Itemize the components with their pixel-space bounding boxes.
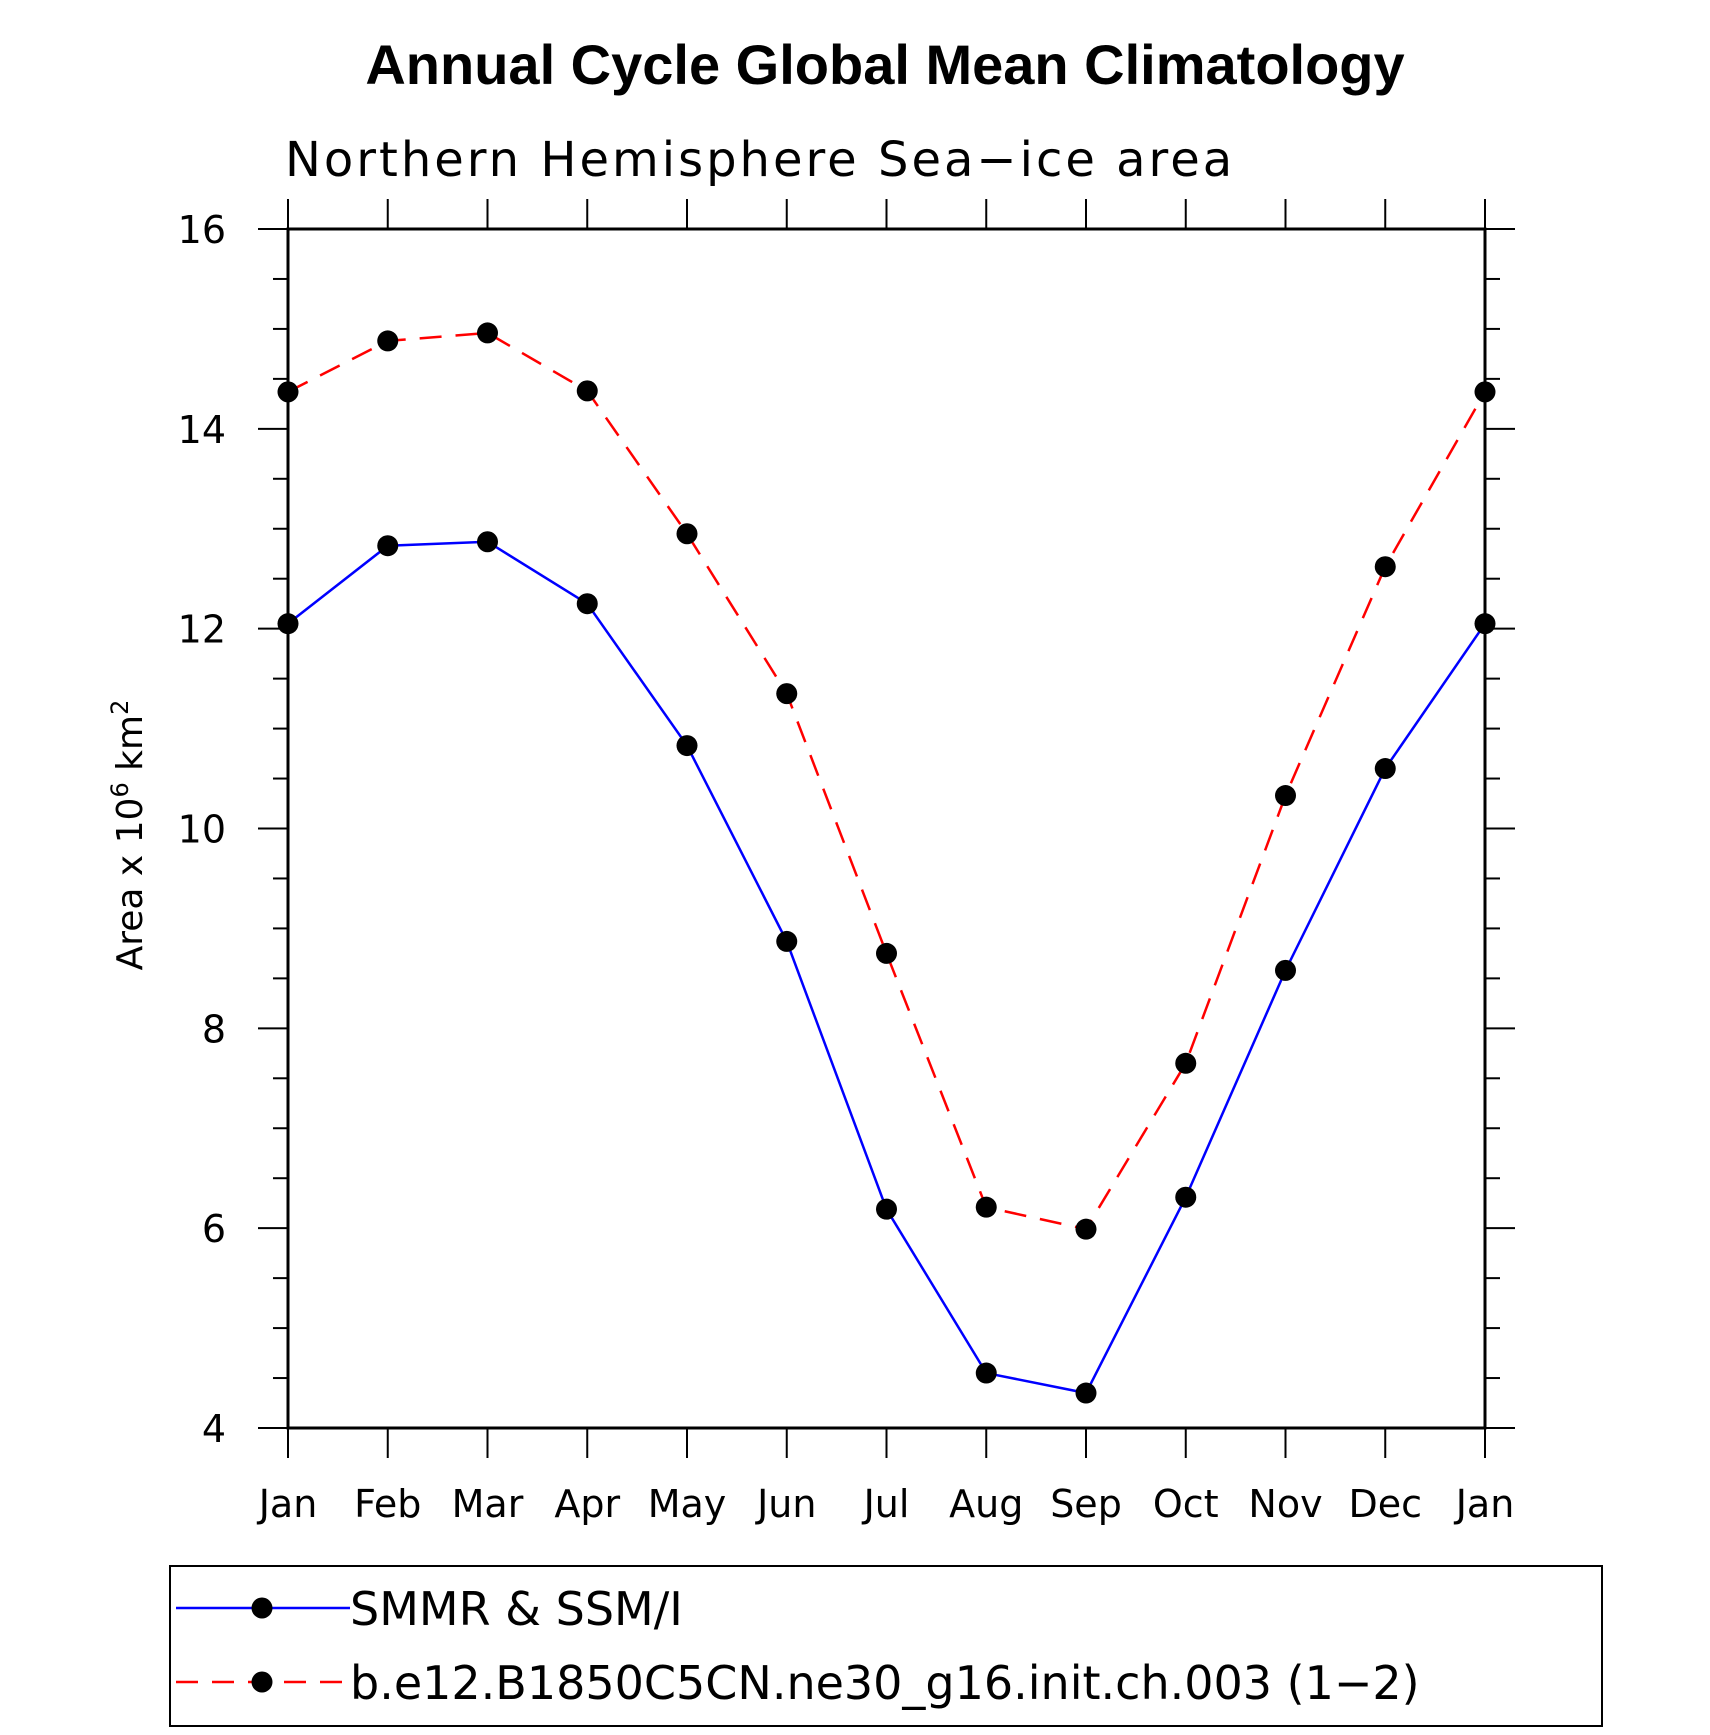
data-point-s1 (477, 531, 498, 553)
chart-subtitle: Northern Hemisphere Sea−ice area (285, 132, 1235, 188)
svg-text:Area x 106 km2: Area x 106 km2 (106, 700, 151, 971)
series-line-1 (287, 540, 1487, 1395)
legend-label-1: SMMR & SSM/I (350, 1582, 683, 1636)
legend-box (169, 1565, 1603, 1727)
data-point-s1 (1075, 1382, 1097, 1404)
x-tick-label: May (648, 1482, 727, 1526)
x-tick-label: Jan (257, 1482, 318, 1526)
y-tick-label: 4 (202, 1407, 226, 1451)
x-tick-label: Feb (354, 1482, 421, 1526)
x-tick-label: Aug (949, 1482, 1023, 1526)
data-point-s2 (776, 683, 798, 705)
data-point-s2 (676, 523, 698, 545)
data-point-s1 (576, 593, 598, 615)
x-tick-label: Mar (452, 1482, 524, 1526)
legend-marker-1 (251, 1597, 273, 1619)
y-tick-label: 14 (178, 408, 226, 452)
data-point-s1 (1374, 758, 1396, 780)
y-tick-label: 16 (178, 208, 226, 252)
data-point-s2 (477, 322, 498, 344)
data-point-s1 (776, 930, 798, 952)
plot-frame (286, 227, 1487, 1430)
axes: 4 6 8 10 12 14 16 Jan Feb Mar Apr May Jun Jul Aug Sep Oc… (178, 199, 1515, 1526)
x-tick-label: Jul (862, 1482, 910, 1526)
y-axis-label-unit: km (110, 715, 151, 771)
data-point-s1 (277, 613, 299, 635)
data-point-s2 (975, 1196, 997, 1218)
x-tick-label: Apr (554, 1482, 620, 1526)
data-point-s1 (876, 1198, 897, 1220)
y-tick-label: 6 (202, 1207, 226, 1251)
x-tick-label: Jan (1454, 1482, 1515, 1526)
y-tick-label: 10 (178, 808, 226, 852)
legend: SMMR & SSM/I b.e12.B1850C5CN.ne30_g16.ini… (169, 1565, 1603, 1727)
data-point-s2 (1374, 556, 1396, 578)
data-point-s2 (277, 381, 299, 403)
y-axis-label-unit-exponent: 2 (106, 700, 134, 715)
data-point-s1 (1175, 1186, 1197, 1208)
data-point-s1 (1275, 959, 1296, 981)
data-point-s1 (377, 535, 399, 557)
y-axis-label-exponent: 6 (106, 782, 134, 797)
data-point-s1 (676, 735, 698, 757)
data-point-s2 (576, 380, 598, 402)
x-tick-label: Dec (1348, 1482, 1422, 1526)
x-tick-label: Jun (755, 1482, 816, 1526)
data-point-s2 (377, 330, 399, 352)
series-layer (277, 322, 1496, 1404)
y-tick-label: 8 (202, 1007, 226, 1051)
data-point-s2 (1075, 1218, 1097, 1240)
x-tick-label: Nov (1248, 1482, 1322, 1526)
y-tick-label: 12 (178, 608, 226, 652)
x-tick-label: Oct (1153, 1482, 1219, 1526)
data-point-s2 (1474, 381, 1496, 403)
x-tick-label: Sep (1050, 1482, 1122, 1526)
y-axis-label: Area x 106 km2 (106, 700, 151, 971)
data-point-s1 (1474, 613, 1496, 635)
legend-label-2: b.e12.B1850C5CN.ne30_g16.init.ch.003 (1−… (350, 1656, 1420, 1710)
data-point-s2 (1175, 1052, 1197, 1074)
data-point-s2 (1275, 785, 1296, 807)
legend-marker-2 (251, 1671, 273, 1693)
series-line-2 (287, 331, 1487, 1231)
data-point-s2 (876, 942, 897, 964)
y-axis-label-prefix: Area x 10 (110, 798, 151, 971)
data-point-s1 (975, 1362, 997, 1384)
chart-title: Annual Cycle Global Mean Climatology (365, 33, 1404, 96)
